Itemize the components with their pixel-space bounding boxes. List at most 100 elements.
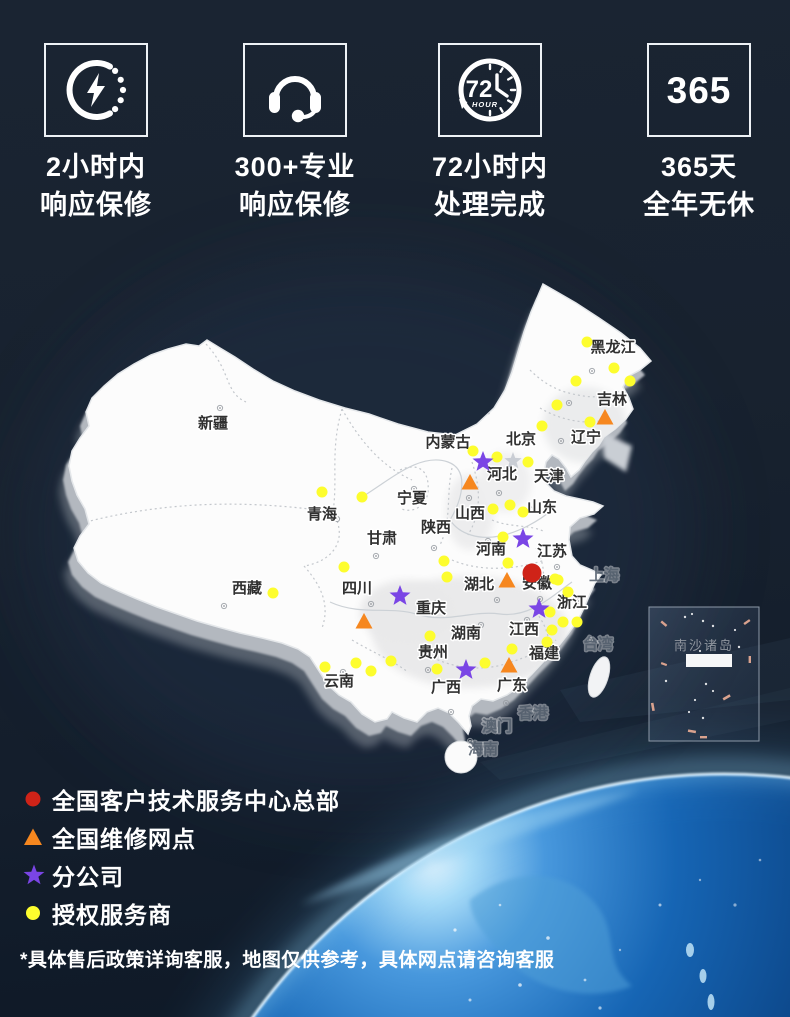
taiwan-island (587, 656, 611, 698)
province-label: 山东 (527, 498, 557, 516)
authorized-dealer-dot (438, 555, 450, 567)
province-label: 河北 (487, 465, 517, 483)
earth-island-chain (686, 943, 715, 1010)
capital-dot (339, 668, 347, 676)
capital-dot (216, 404, 224, 412)
capital-dot (575, 597, 583, 605)
inset-islands (650, 612, 751, 739)
feature-365days: 365 365天 全年无休 (604, 43, 790, 224)
province-label: 广西 (431, 678, 461, 696)
capital-dot (333, 515, 341, 523)
capital-dot (372, 552, 380, 560)
authorized-dealer-dot (487, 503, 499, 515)
capital-dot (410, 485, 418, 493)
feature-line1: 365天 (660, 152, 738, 182)
province-label: 贵州 (418, 643, 448, 661)
authorized-dealer-dot (562, 586, 574, 598)
feature-2hour-response: 2小时内 响应保修 (1, 43, 191, 224)
authorized-dot-icon (22, 902, 52, 924)
capital-city-dots (216, 367, 596, 745)
capital-dot-center (480, 624, 482, 626)
capital-dot-center (505, 702, 507, 704)
beijing-capital-star (504, 452, 522, 469)
authorized-dealer-dot (522, 456, 534, 468)
authorized-dealer-dot (517, 506, 529, 518)
hq-dot-icon (22, 788, 52, 810)
authorized-dealer-dot (385, 655, 397, 667)
capital-dot-center (427, 669, 429, 671)
authorized-dealer-dot (544, 606, 556, 618)
korea-landmass (602, 432, 632, 472)
authorized-dealer-dot (319, 661, 331, 673)
capital-dot-center (469, 740, 471, 742)
legend-row-branch: 分公司 (22, 856, 340, 894)
capital-dot (588, 367, 596, 375)
province-label: 台湾 (583, 635, 613, 653)
capital-dot-center (498, 492, 500, 494)
feature-line2: 处理完成 (434, 190, 546, 220)
province-label: 陕西 (421, 518, 451, 536)
capital-dot-center (468, 497, 470, 499)
headset-icon (243, 43, 347, 137)
province-label: 西藏 (232, 579, 262, 597)
capital-dot-center (433, 547, 435, 549)
legend-label: 分公司 (52, 864, 124, 890)
province-label: 河南 (476, 540, 506, 558)
capital-dot (495, 489, 503, 497)
capital-dot-center (370, 603, 372, 605)
authorized-dealer-dot (506, 643, 518, 655)
footer-disclaimer: *具体售后政策详询客服，地图仅供参考，具体网点请咨询客服 (20, 950, 555, 971)
authorized-dealer-dot (557, 616, 569, 628)
authorized-dealer-dot (571, 616, 583, 628)
map-legend: 全国客户技术服务中心总部 全国维修网点 分公司 授权服务商 (22, 780, 340, 932)
capital-dot-center (529, 508, 531, 510)
authorized-dealer-dot (581, 336, 593, 348)
capital-dot (502, 699, 510, 707)
capital-dot (493, 596, 501, 604)
branch-office-star (455, 659, 477, 679)
province-label: 天津 (534, 467, 564, 485)
authorized-dealer-dot (497, 531, 509, 543)
inset-label: 南沙诸岛 (674, 638, 734, 653)
service-markers (267, 336, 636, 679)
repair-network-triangle (461, 474, 479, 490)
capital-dot (553, 644, 561, 652)
capital-dot (465, 494, 473, 502)
province-label: 澳门 (482, 717, 512, 735)
province-label: 江西 (509, 620, 539, 638)
capital-dot-center (560, 440, 562, 442)
inset-blank-label (686, 654, 732, 667)
capital-dot (432, 599, 440, 607)
province-label: 四川 (342, 580, 372, 597)
repair-network-triangle (500, 657, 518, 673)
capital-dot-center (413, 488, 415, 490)
capital-dot (523, 616, 531, 624)
repair-network-triangle (498, 572, 516, 588)
authorized-dealer-dot (491, 451, 503, 463)
capital-dot (553, 563, 561, 571)
authorized-dealer-dot (570, 375, 582, 387)
legend-row-authorized: 授权服务商 (22, 894, 340, 932)
capital-dot (484, 537, 492, 545)
earth-coast-band (300, 790, 640, 905)
svg-text:72: 72 (466, 76, 493, 103)
capital-dot-center (487, 540, 489, 542)
feature-300-pro: 300+专业 响应保修 (200, 43, 390, 224)
province-label: 广东 (497, 676, 527, 694)
province-label: 重庆 (416, 599, 446, 617)
authorized-dealer-dot (356, 491, 368, 503)
earth-cloud-speckles (453, 858, 762, 1010)
region-tints (360, 387, 627, 688)
branch-office-star (472, 451, 494, 471)
capital-dot-center (589, 639, 591, 641)
south-china-sea-inset: 南沙诸岛 (648, 606, 760, 742)
hainan-island (444, 740, 478, 774)
province-label: 湖北 (464, 576, 494, 593)
capital-dot (477, 621, 485, 629)
legend-label: 授权服务商 (52, 902, 172, 928)
legend-label: 全国客户技术服务中心总部 (52, 788, 340, 814)
feature-line1: 72小时内 (431, 152, 549, 182)
province-label: 北京 (506, 430, 536, 448)
